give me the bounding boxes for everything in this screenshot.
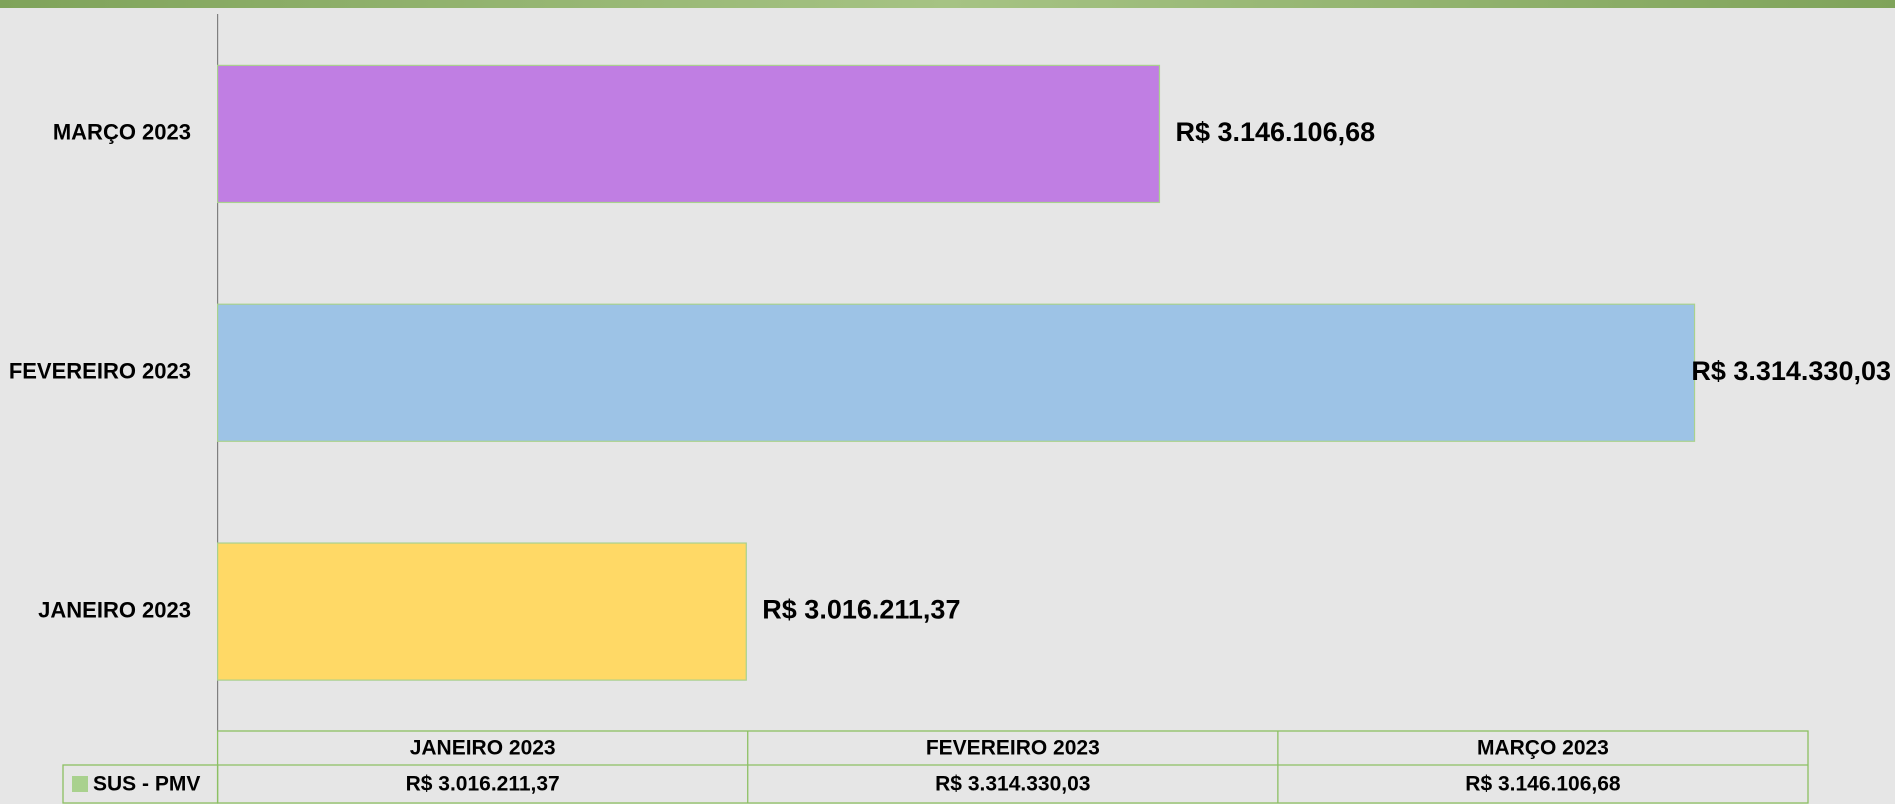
table-cell: R$ 3.314.330,03	[935, 773, 1090, 796]
y-tick-label: MARÇO 2023	[53, 120, 191, 145]
bar	[218, 304, 1695, 441]
data-label: R$ 3.146.106,68	[1175, 117, 1375, 147]
bar	[218, 543, 747, 680]
data-label: R$ 3.016.211,37	[762, 595, 960, 625]
y-tick-label: FEVEREIRO 2023	[9, 359, 191, 384]
y-tick-label: JANEIRO 2023	[38, 597, 191, 622]
chart: JANEIRO 2023 R$ 3.016.211,37 FEVEREIRO 202…	[0, 0, 1895, 804]
table-cell: R$ 3.146.106,68	[1465, 773, 1621, 796]
bar	[218, 65, 1160, 202]
table-header: JANEIRO 2023	[410, 737, 556, 760]
table-header: FEVEREIRO 2023	[926, 737, 1100, 760]
legend-key	[72, 776, 88, 792]
table-header: MARÇO 2023	[1477, 737, 1609, 760]
top-band	[0, 0, 1895, 8]
legend-label: SUS - PMV	[93, 773, 200, 796]
table-cell: R$ 3.016.211,37	[406, 773, 560, 796]
data-label: R$ 3.314.330,03	[1691, 356, 1891, 386]
